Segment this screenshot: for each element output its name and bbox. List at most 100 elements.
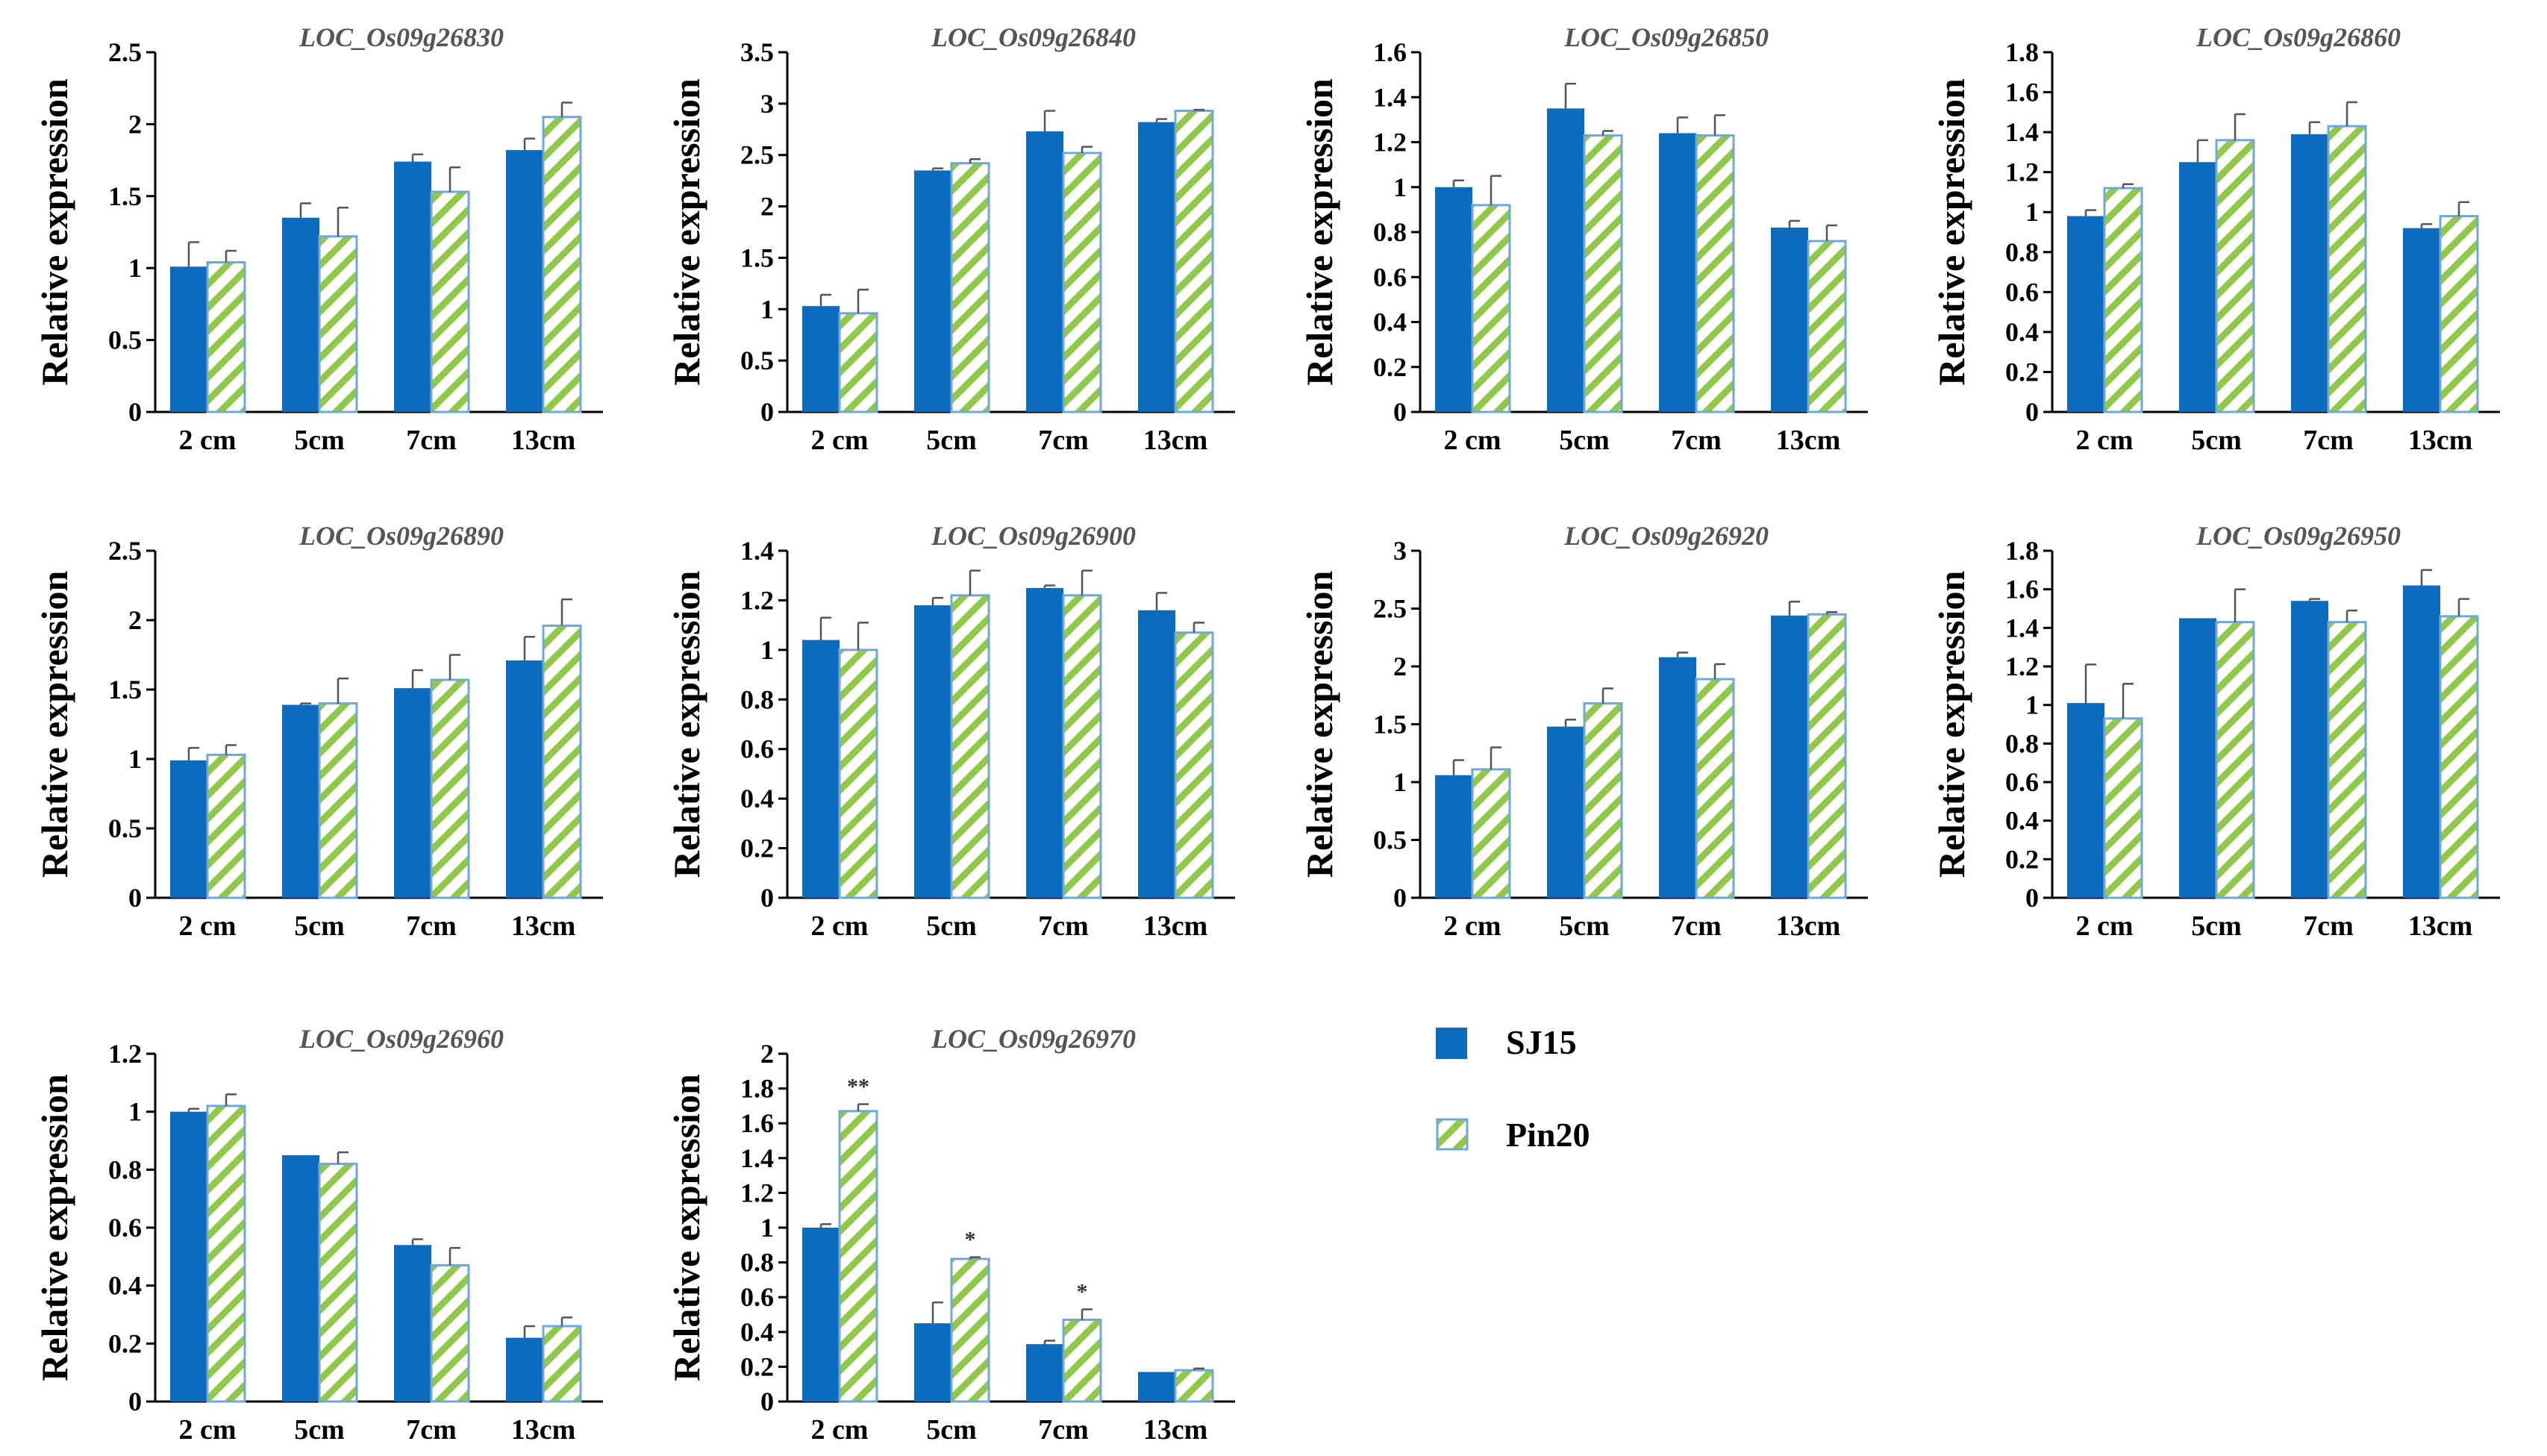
bar-sj15 [1026, 1344, 1063, 1402]
x-tick-label: 7cm [2303, 425, 2354, 456]
bar-sj15 [914, 170, 951, 412]
chart-title: LOC_Os09g26960 [299, 1024, 504, 1054]
bar-sj15 [1771, 615, 1808, 898]
x-tick-label: 13cm [2408, 425, 2473, 456]
bar-sj15 [1771, 227, 1808, 412]
chart-loc-os09g26830: LOC_Os09g26830 Relative expression 0 0.5 1 1.… [34, 22, 603, 456]
y-tick-label: 0.8 [2005, 237, 2039, 267]
y-tick-label: 1.5 [108, 181, 142, 211]
bar-pin20 [1062, 151, 1102, 413]
bar-sj15 [1026, 131, 1063, 413]
x-tick-label: 5cm [2191, 910, 2242, 942]
bar-sj15 [2179, 162, 2216, 412]
bar-sj15 [914, 605, 951, 898]
x-tick-label: 7cm [2303, 910, 2354, 942]
chart-title: LOC_Os09g26890 [299, 521, 504, 551]
x-tick-label: 7cm [1038, 1414, 1089, 1446]
y-tick-label: 1.8 [740, 1074, 774, 1104]
bar-sj15 [1138, 1372, 1175, 1402]
y-tick-label: 0 [128, 883, 142, 913]
chart-title: LOC_Os09g26830 [299, 22, 504, 52]
y-tick-label: 0 [1393, 397, 1407, 427]
bar-pin20 [1583, 134, 1623, 413]
y-tick-label: 1.2 [2005, 652, 2039, 681]
y-tick-label: 1.6 [1373, 37, 1407, 67]
x-tick-label: 5cm [1559, 425, 1610, 456]
bar-pin20 [1174, 631, 1214, 899]
bar-pin20 [838, 312, 878, 413]
y-axis-label: Relative expression [1931, 571, 1972, 878]
bar-pin20 [1695, 134, 1735, 413]
bar-pin20 [542, 1325, 582, 1403]
y-axis-label: Relative expression [1298, 78, 1340, 386]
bar-pin20 [2215, 139, 2255, 413]
y-tick-label: 1.2 [740, 585, 774, 615]
y-tick-label: 2 [128, 605, 142, 635]
bar-sj15 [506, 1337, 543, 1402]
chart-title: LOC_Os09g26900 [931, 521, 1136, 551]
y-axis-label: Relative expression [34, 1074, 75, 1381]
x-tick-label: 5cm [294, 425, 345, 456]
bar-sj15 [282, 704, 319, 898]
bar-sj15 [802, 1228, 840, 1402]
bar-sj15 [394, 1245, 431, 1402]
bar-pin20 [1471, 204, 1511, 413]
x-tick-label: 5cm [926, 910, 977, 942]
x-tick-label: 5cm [294, 1414, 345, 1446]
bar-pin20 [542, 116, 582, 413]
bar-pin20 [430, 678, 470, 899]
y-axis-label: Relative expression [666, 1074, 707, 1381]
significance-mark: * [965, 1228, 976, 1252]
chart-loc-os09g26900: LOC_Os09g26900 Relative expression 0 0.2 0.4… [666, 521, 1235, 942]
bar-pin20 [1174, 1369, 1214, 1403]
y-axis-label: Relative expression [1298, 571, 1340, 878]
y-tick-label: 0 [2025, 883, 2039, 913]
y-tick-label: 0 [128, 397, 142, 427]
x-tick-label: 5cm [926, 425, 977, 456]
bar-pin20 [542, 624, 582, 899]
y-tick-label: 1 [760, 294, 774, 324]
bar-pin20 [2215, 621, 2255, 899]
x-tick-label: 5cm [294, 910, 345, 942]
x-tick-label: 13cm [511, 910, 576, 942]
y-tick-label: 0.4 [740, 784, 774, 813]
y-tick-label: 2 [760, 1039, 774, 1069]
bar-sj15 [2403, 228, 2440, 412]
bar-sj15 [1138, 610, 1175, 898]
x-tick-label: 5cm [2191, 425, 2242, 456]
chart-loc-os09g26850: LOC_Os09g26850 Relative expression 0 0.2 0.4… [1298, 22, 1868, 456]
y-tick-label: 1.4 [2005, 117, 2039, 147]
bar-pin20 [838, 1110, 878, 1403]
y-tick-label: 1 [2025, 690, 2039, 720]
y-tick-label: 3.5 [740, 37, 774, 67]
bar-sj15 [282, 1155, 319, 1402]
y-tick-label: 0 [760, 883, 774, 913]
bar-pin20 [206, 753, 246, 899]
y-axis-label: Relative expression [34, 78, 75, 386]
chart-loc-os09g26950: LOC_Os09g26950 Relative expression 0 0.2 0.4… [1931, 521, 2500, 942]
bar-pin20 [838, 649, 878, 899]
bar-sj15 [170, 760, 207, 898]
y-axis-label: Relative expression [666, 571, 707, 878]
y-tick-label: 0.4 [2005, 317, 2039, 347]
chart-panels: LOC_Os09g26830 Relative expression 0 0.5 1 1.… [34, 22, 2500, 1446]
legend-swatch-pin20 [1436, 1118, 1469, 1151]
bar-sj15 [2067, 216, 2104, 412]
y-tick-label: 1.2 [2005, 157, 2039, 187]
bar-pin20 [2327, 621, 2367, 899]
x-tick-label: 7cm [1038, 910, 1089, 942]
y-tick-label: 0.5 [1373, 825, 1407, 855]
x-tick-label: 7cm [406, 425, 457, 456]
y-tick-label: 0.2 [740, 1352, 774, 1381]
y-tick-label: 1.2 [108, 1039, 142, 1069]
bar-sj15 [1547, 108, 1584, 412]
y-tick-label: 0.8 [1373, 217, 1407, 247]
bar-pin20 [1583, 702, 1623, 899]
chart-loc-os09g26860: LOC_Os09g26860 Relative expression 0 0.2 0.4… [1931, 22, 2500, 456]
bar-pin20 [2327, 125, 2367, 413]
y-tick-label: 0.8 [740, 684, 774, 714]
y-tick-label: 0.6 [1373, 262, 1407, 292]
bar-pin20 [950, 1257, 990, 1403]
y-tick-label: 1.8 [2005, 536, 2039, 566]
y-tick-label: 1.2 [740, 1178, 774, 1207]
